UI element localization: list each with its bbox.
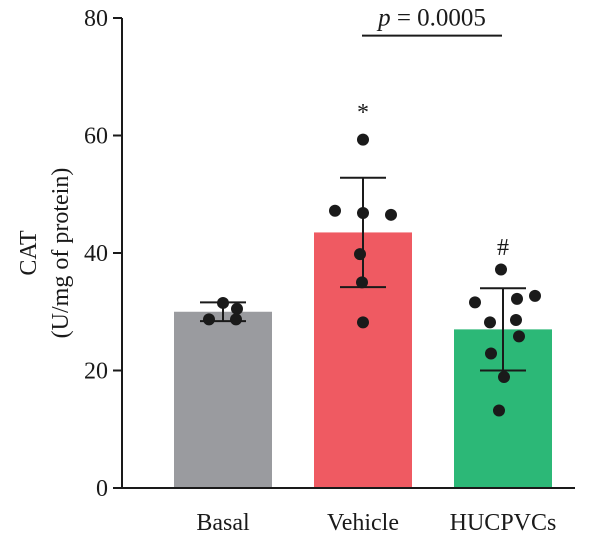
data-point-hucpvcs <box>510 313 522 326</box>
bar-basal <box>174 311 272 488</box>
data-point-vehicle <box>357 133 369 146</box>
x-ticks-layer: Basal Vehicle HUCPVCs <box>196 510 556 536</box>
y-axis-title-line1: CAT <box>16 230 42 276</box>
y-tick-label: 20 <box>84 359 108 385</box>
data-point-hucpvcs <box>498 370 510 383</box>
x-tick-label-vehicle: Vehicle <box>327 510 399 536</box>
data-point-hucpvcs <box>469 296 481 309</box>
y-tick-label: 60 <box>84 124 108 150</box>
comparison-bracket: p = 0.0005 <box>362 5 502 37</box>
x-tick-label-hucpvcs: HUCPVCs <box>450 510 557 536</box>
data-point-hucpvcs <box>484 316 496 329</box>
annotations-layer: *# <box>357 100 509 261</box>
data-point-vehicle <box>385 208 397 221</box>
p-value-text: = 0.0005 <box>391 5 486 32</box>
y-ticks-layer: 0 20 40 60 80 <box>84 6 122 502</box>
data-point-basal <box>231 302 243 315</box>
data-point-vehicle <box>356 276 368 289</box>
y-axis-title: CAT (U/mg of protein) <box>16 168 74 339</box>
y-axis-title-line2: (U/mg of protein) <box>48 168 74 339</box>
y-tick-label: 80 <box>84 6 108 32</box>
data-point-hucpvcs <box>511 292 523 305</box>
data-point-basal <box>217 296 229 309</box>
data-point-vehicle <box>354 248 366 261</box>
points-layer <box>203 133 541 417</box>
p-value-label: p = 0.0005 <box>376 5 486 32</box>
y-tick-label: 0 <box>96 476 108 502</box>
x-tick-label-basal: Basal <box>196 510 250 536</box>
data-point-basal <box>230 313 242 326</box>
data-point-vehicle <box>329 204 341 217</box>
y-tick-label: 40 <box>84 241 108 267</box>
data-point-basal <box>203 313 215 326</box>
data-point-hucpvcs <box>529 289 541 302</box>
data-point-hucpvcs <box>485 347 497 360</box>
p-value-symbol: p <box>376 5 391 32</box>
significance-mark-hucpvcs: # <box>497 235 509 261</box>
data-point-vehicle <box>357 207 369 220</box>
data-point-hucpvcs <box>513 330 525 343</box>
data-point-vehicle <box>357 316 369 329</box>
data-point-hucpvcs <box>495 263 507 276</box>
significance-mark-vehicle: * <box>357 100 369 126</box>
data-point-hucpvcs <box>493 404 505 417</box>
